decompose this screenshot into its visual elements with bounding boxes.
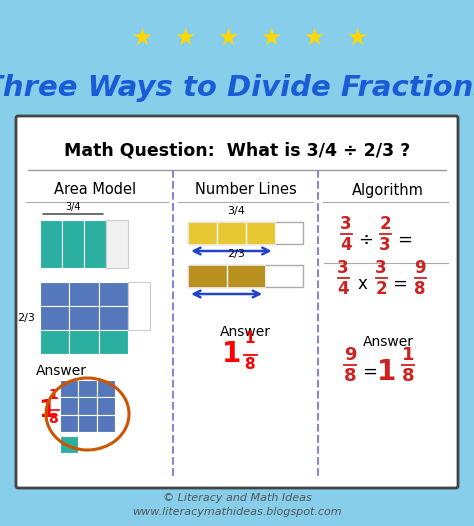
Bar	[78, 380, 97, 397]
Text: 1: 1	[402, 346, 414, 364]
Text: =: =	[398, 231, 412, 249]
Text: 3/4: 3/4	[65, 202, 81, 212]
Bar	[60, 397, 78, 414]
Text: 3: 3	[340, 215, 352, 233]
Text: Three Ways to Divide Fractions: Three Ways to Divide Fractions	[0, 74, 474, 102]
Text: ★: ★	[218, 26, 238, 50]
Bar	[188, 265, 265, 287]
Text: 2: 2	[375, 280, 387, 298]
Bar	[97, 414, 115, 432]
FancyBboxPatch shape	[16, 116, 458, 488]
Text: 4: 4	[337, 280, 349, 298]
Text: 1: 1	[245, 331, 255, 346]
Text: 4: 4	[340, 236, 352, 254]
Text: ÷: ÷	[359, 231, 374, 249]
Text: 3: 3	[337, 259, 349, 277]
Bar	[62, 220, 84, 268]
Text: 2/3: 2/3	[17, 313, 35, 323]
Bar	[99, 306, 128, 330]
Text: ★: ★	[174, 26, 196, 50]
Text: Answer: Answer	[36, 364, 87, 378]
Bar	[99, 330, 128, 354]
Bar	[99, 282, 128, 306]
Bar	[60, 436, 78, 453]
Text: =: =	[392, 275, 408, 293]
Bar	[97, 380, 115, 397]
Text: © Literacy and Math Ideas: © Literacy and Math Ideas	[163, 493, 311, 503]
Text: Answer: Answer	[220, 325, 271, 339]
Text: 1: 1	[38, 398, 55, 422]
Text: 3: 3	[379, 236, 391, 254]
Bar	[106, 220, 128, 268]
Bar	[40, 306, 69, 330]
Text: ★: ★	[260, 26, 282, 50]
Text: 8: 8	[48, 412, 58, 426]
Text: 8: 8	[402, 367, 414, 385]
Bar	[40, 220, 62, 268]
Bar	[97, 397, 115, 414]
Text: 9: 9	[414, 259, 426, 277]
Text: 2: 2	[379, 215, 391, 233]
Text: www.literacymathideas.blogspot.com: www.literacymathideas.blogspot.com	[132, 507, 342, 517]
Text: Area Model: Area Model	[54, 183, 136, 197]
Bar	[40, 282, 69, 306]
Bar	[78, 414, 97, 432]
Text: ★: ★	[346, 26, 367, 50]
Text: Algorithm: Algorithm	[352, 183, 424, 197]
Bar	[69, 306, 99, 330]
Text: 8: 8	[414, 280, 426, 298]
Text: 2/3: 2/3	[227, 249, 245, 259]
Text: 1: 1	[48, 388, 58, 402]
Text: Math Question:  What is 3/4 ÷ 2/3 ?: Math Question: What is 3/4 ÷ 2/3 ?	[64, 141, 410, 159]
Bar	[188, 222, 274, 244]
Bar	[78, 397, 97, 414]
Bar	[69, 330, 99, 354]
Text: 3: 3	[375, 259, 387, 277]
Text: ★: ★	[303, 26, 325, 50]
Text: 1: 1	[222, 340, 241, 368]
Bar	[69, 282, 99, 306]
Bar	[84, 220, 106, 268]
Bar	[40, 330, 69, 354]
Text: 8: 8	[245, 357, 255, 372]
Bar	[60, 380, 78, 397]
Text: 8: 8	[344, 367, 356, 385]
Bar	[188, 222, 303, 244]
Text: 9: 9	[344, 346, 356, 364]
Text: ★: ★	[131, 26, 153, 50]
Text: Number Lines: Number Lines	[195, 183, 297, 197]
Text: 3/4: 3/4	[227, 206, 245, 216]
Text: x: x	[357, 275, 367, 293]
Bar	[60, 414, 78, 432]
Bar	[128, 282, 150, 330]
Text: 1: 1	[376, 358, 396, 386]
Bar	[188, 265, 303, 287]
Text: Answer: Answer	[363, 335, 414, 349]
Text: =: =	[363, 363, 378, 381]
